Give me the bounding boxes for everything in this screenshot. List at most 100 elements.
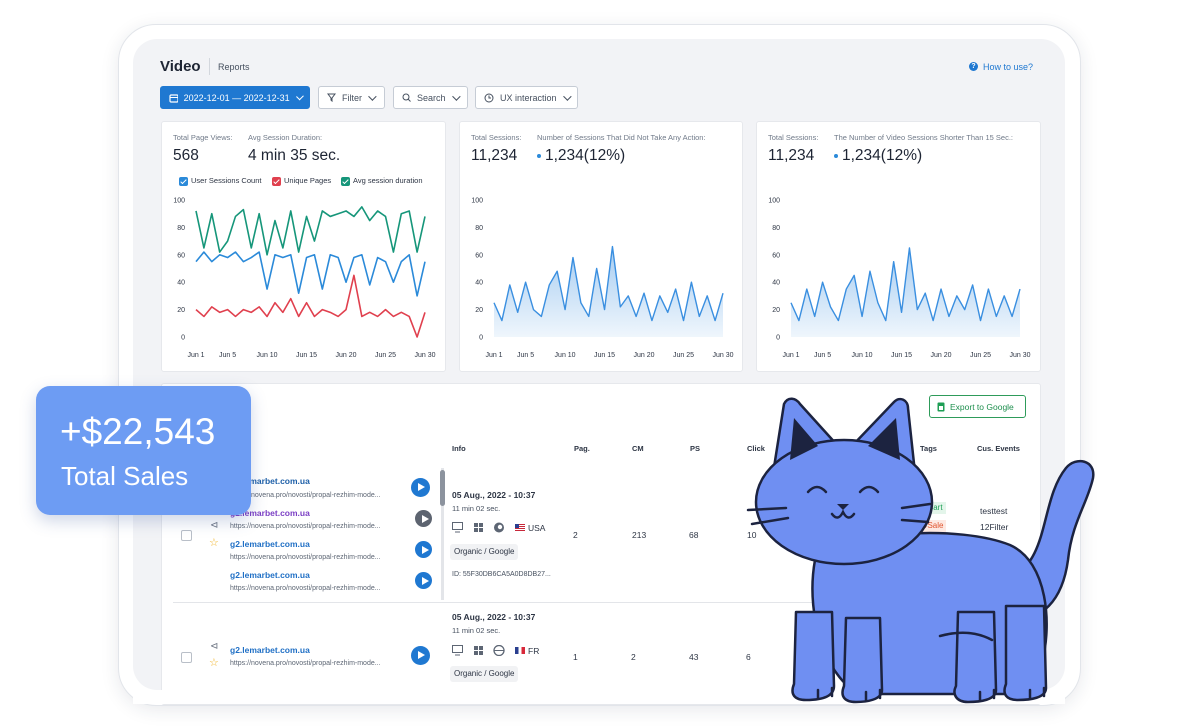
bullet	[537, 154, 541, 158]
y-tick-label: 0	[776, 335, 780, 342]
y-tick-label: 100	[471, 198, 483, 205]
legend-swatch	[272, 176, 281, 186]
series-area	[494, 246, 723, 337]
search-label: Search	[417, 92, 446, 103]
x-tick-label: Jun 20	[634, 352, 655, 359]
legend-item[interactable]: User Sessions Count	[179, 175, 261, 187]
cell: 2	[631, 652, 636, 662]
x-tick-label: Jun 30	[414, 352, 435, 359]
series-line	[195, 274, 426, 338]
column-header[interactable]: Info	[452, 444, 466, 453]
column-header[interactable]: Tags	[920, 444, 937, 453]
device-icons	[452, 522, 504, 533]
share-icon[interactable]: ⊲	[210, 641, 219, 652]
link-domain[interactable]: g2.lemarbet.com.ua	[230, 476, 310, 486]
traffic-source: Organic / Google	[450, 544, 519, 560]
stat-label: The Number of Video Sessions Shorter Tha…	[834, 133, 1013, 142]
divider	[209, 58, 210, 75]
stat-label: Avg Session Duration:	[248, 133, 323, 142]
legend-item[interactable]: Unique Pages	[272, 175, 331, 187]
x-tick-label: Jun 10	[257, 352, 278, 359]
export-button[interactable]: Export to Google	[929, 395, 1026, 418]
x-tick-label: Jun 20	[931, 352, 952, 359]
chart: 0 20 40 60 80 100 Jun 1 Jun 5 Jun 10 Jun 15 Jun 20…	[173, 198, 435, 360]
row-checkbox[interactable]	[181, 530, 192, 541]
filter-button[interactable]: Filter	[318, 86, 385, 109]
export-label: Export to Google	[950, 401, 1014, 412]
cell: 6	[746, 652, 751, 662]
session-date: 05 Aug., 2022 - 10:37	[452, 490, 536, 500]
x-tick-label: Jun 10	[852, 352, 873, 359]
stat-value: 1,234(12%)	[545, 147, 626, 164]
column-header[interactable]: CM	[632, 444, 644, 453]
x-tick-label: Jun 25	[375, 352, 396, 359]
legend-label: User Sessions Count	[191, 176, 262, 185]
link-url: https://novena.pro/novosti/propal-rezhim…	[230, 585, 381, 592]
x-tick-label: Jun 20	[336, 352, 357, 359]
cell: 1	[573, 652, 578, 662]
column-header[interactable]: Cus. Events	[977, 444, 1020, 453]
flag	[515, 647, 525, 654]
sales-card	[36, 386, 251, 515]
custom-event: 12Filter	[980, 522, 1009, 532]
x-tick-label: Jun 15	[594, 352, 615, 359]
cell: 68	[689, 530, 699, 540]
column-header[interactable]: PS	[690, 444, 701, 453]
chart: 0 20 40 60 80 100 Jun 1 Jun 5 Jun 10 Jun 15 Jun 20…	[471, 198, 733, 360]
link-domain[interactable]: g2.lemarbet.com.ua	[230, 645, 310, 655]
sales-amount: +$22,543	[60, 411, 216, 452]
y-tick-label: 100	[173, 198, 185, 205]
y-tick-label: 0	[479, 335, 483, 342]
session-duration: 11 min 02 sec.	[452, 626, 501, 635]
legend-item[interactable]: Avg session duration	[341, 175, 423, 187]
y-tick-label: 40	[772, 280, 780, 287]
link-domain[interactable]: g2.lemarbet.com.ua	[230, 539, 310, 549]
stat-label: Total Page Views:	[173, 133, 233, 142]
x-tick-label: Jun 25	[970, 352, 991, 359]
scrollbar	[441, 468, 444, 600]
x-tick-label: Jun 15	[296, 352, 317, 359]
y-tick-label: 100	[768, 198, 780, 205]
star-icon[interactable]: ☆	[209, 537, 219, 549]
play-button[interactable]	[415, 572, 432, 589]
cell: 43	[689, 652, 699, 662]
y-tick-label: 0	[181, 335, 185, 342]
y-tick-label: 80	[475, 225, 483, 232]
search-button[interactable]: Search	[393, 86, 468, 109]
play-button[interactable]	[411, 478, 430, 497]
x-tick-label: Jun 25	[673, 352, 694, 359]
legend-label: Unique Pages	[284, 176, 332, 185]
play-button[interactable]	[415, 510, 432, 527]
play-button[interactable]	[411, 646, 430, 665]
stat-card	[161, 121, 446, 372]
bullet	[834, 154, 838, 158]
scrollbar-thumb[interactable]	[440, 470, 445, 506]
filter-icon	[327, 93, 336, 102]
help-link[interactable]: How to use?	[983, 62, 1034, 72]
stat-label: Number of Sessions That Did Not Take Any…	[537, 133, 706, 142]
filter-label: Filter	[342, 92, 362, 103]
date-range-button[interactable]: 2022-12-01 — 2022-12-31	[160, 86, 310, 109]
breadcrumb[interactable]: Reports	[218, 62, 250, 72]
series-line	[790, 247, 1021, 322]
x-tick-label: Jun 30	[712, 352, 733, 359]
session-id: ID: 55F30DB6CA5A0D8DB27...	[452, 571, 551, 578]
play-button[interactable]	[415, 541, 432, 558]
series-line	[195, 251, 426, 297]
link-url: https://novena.pro/novosti/propal-rezhim…	[230, 554, 381, 561]
star-icon[interactable]: ☆	[209, 657, 219, 669]
flag	[515, 524, 525, 531]
share-icon[interactable]: ⊲	[210, 520, 219, 531]
traffic-source: Organic / Google	[450, 666, 519, 682]
column-header[interactable]: Click	[747, 444, 765, 453]
x-tick-label: Jun 15	[891, 352, 912, 359]
ux-button[interactable]: UX interaction	[475, 86, 578, 109]
link-domain[interactable]: g2.lemarbet.com.ua	[230, 570, 310, 580]
stat-label: Total Sessions:	[768, 133, 819, 142]
link-domain[interactable]: g2.lemarbet.com.ua	[230, 508, 310, 518]
custom-event: testtest	[980, 506, 1008, 516]
column-header[interactable]: Pag.	[574, 444, 590, 453]
row-checkbox[interactable]	[181, 652, 192, 663]
cell: 10	[747, 530, 757, 540]
